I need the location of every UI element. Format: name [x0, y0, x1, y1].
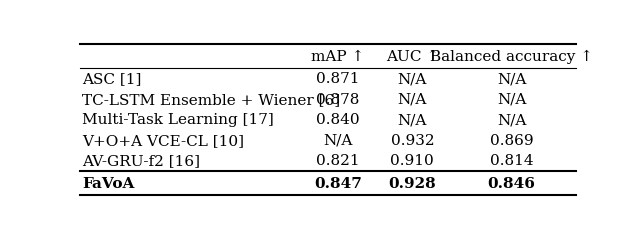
Text: 0.869: 0.869: [490, 133, 533, 147]
Text: 0.840: 0.840: [316, 113, 360, 127]
Text: AV-GRU-f2 [16]: AV-GRU-f2 [16]: [83, 154, 200, 168]
Text: N/A: N/A: [497, 92, 526, 106]
Text: N/A: N/A: [397, 72, 427, 86]
Text: 0.878: 0.878: [316, 92, 360, 106]
Text: N/A: N/A: [397, 113, 427, 127]
Text: 0.821: 0.821: [316, 154, 360, 168]
Text: 0.932: 0.932: [390, 133, 434, 147]
Text: N/A: N/A: [497, 113, 526, 127]
Text: 0.846: 0.846: [488, 176, 536, 190]
Text: AUC ↑: AUC ↑: [386, 50, 439, 63]
Text: Balanced accuracy ↑: Balanced accuracy ↑: [430, 50, 593, 63]
Text: TC-LSTM Ensemble + Wiener [6]: TC-LSTM Ensemble + Wiener [6]: [83, 92, 340, 106]
Text: FaVoA: FaVoA: [83, 176, 135, 190]
Text: mAP ↑: mAP ↑: [311, 50, 365, 63]
Text: 0.928: 0.928: [388, 176, 436, 190]
Text: 0.910: 0.910: [390, 154, 434, 168]
Text: V+O+A VCE-CL [10]: V+O+A VCE-CL [10]: [83, 133, 244, 147]
Text: N/A: N/A: [497, 72, 526, 86]
Text: N/A: N/A: [397, 92, 427, 106]
Text: 0.847: 0.847: [314, 176, 362, 190]
Text: 0.814: 0.814: [490, 154, 533, 168]
Text: N/A: N/A: [323, 133, 353, 147]
Text: ASC [1]: ASC [1]: [83, 72, 142, 86]
Text: Multi-Task Learning [17]: Multi-Task Learning [17]: [83, 113, 274, 127]
Text: 0.871: 0.871: [316, 72, 360, 86]
